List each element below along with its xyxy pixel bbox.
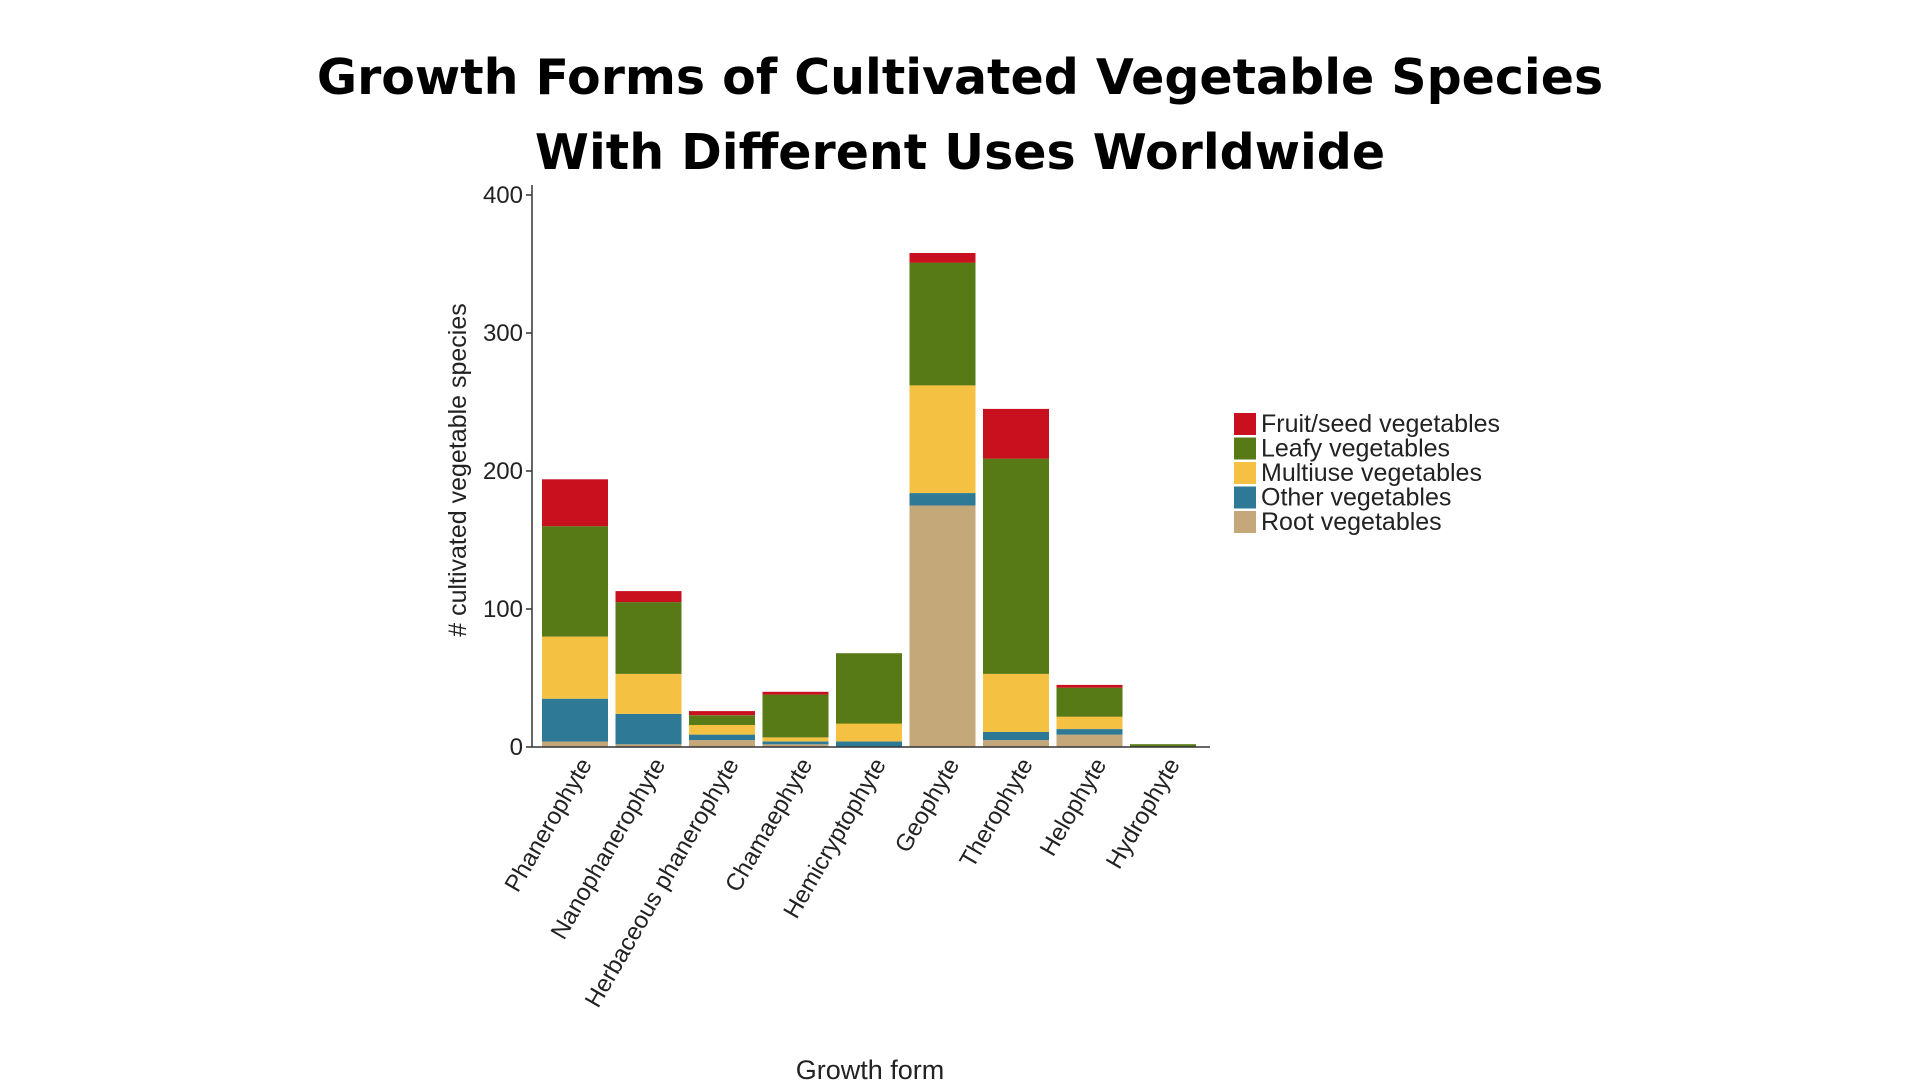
bars-layer	[542, 253, 1196, 747]
y-tick-labels: 0 100 200 300 400	[483, 182, 532, 761]
y-tick-label: 0	[510, 734, 523, 761]
bar-therophyte-fruit-seed-vegetables	[983, 408, 1049, 459]
legend-label-leafy-vegetables: Leafy vegetables	[1261, 435, 1450, 463]
bar-therophyte-other-vegetables	[983, 731, 1049, 741]
bar-therophyte-leafy-vegetables	[983, 458, 1049, 674]
bar-herbaceous-phanerophyte-other-vegetables	[689, 734, 755, 741]
bar-herbaceous-phanerophyte-multiuse-vegetables	[689, 724, 755, 735]
legend-swatch-root-vegetables	[1234, 511, 1256, 533]
bar-chamaephyte-other-vegetables	[762, 741, 829, 745]
legend-label-root-vegetables: Root vegetables	[1261, 508, 1442, 536]
bar-geophyte-fruit-seed-vegetables	[909, 253, 976, 263]
bar-nanophanerophyte-fruit-seed-vegetables	[615, 591, 682, 603]
legend-swatch-fruit-seed-vegetables	[1234, 413, 1256, 435]
bar-chamaephyte-multiuse-vegetables	[762, 737, 829, 742]
bar-chamaephyte-leafy-vegetables	[762, 694, 829, 738]
bar-therophyte-root-vegetables	[983, 740, 1049, 747]
bar-chamaephyte-root-vegetables	[762, 744, 829, 747]
bar-herbaceous-phanerophyte-root-vegetables	[689, 740, 755, 747]
bar-helophyte-leafy-vegetables	[1056, 687, 1123, 717]
legend-label-fruit-seed-vegetables: Fruit/seed vegetables	[1261, 410, 1500, 438]
bar-nanophanerophyte-multiuse-vegetables	[615, 673, 682, 714]
bar-hemicryptophyte-other-vegetables	[836, 741, 902, 747]
chart-title-line-2: With Different Uses Worldwide	[534, 124, 1386, 181]
bar-helophyte-other-vegetables	[1056, 729, 1123, 735]
bar-phanerophyte-multiuse-vegetables	[542, 636, 608, 699]
x-tick-label-therophyte: Therophyte	[955, 754, 1039, 873]
bar-nanophanerophyte-other-vegetables	[615, 713, 682, 745]
bar-hydrophyte-leafy-vegetables	[1130, 744, 1196, 747]
x-tick-label-geophyte: Geophyte	[890, 754, 965, 858]
bar-hemicryptophyte-multiuse-vegetables	[836, 723, 902, 742]
bar-therophyte-multiuse-vegetables	[983, 673, 1049, 732]
legend-swatch-leafy-vegetables	[1234, 437, 1256, 460]
legend-swatch-other-vegetables	[1234, 486, 1256, 509]
bar-geophyte-other-vegetables	[909, 493, 976, 506]
bar-phanerophyte-fruit-seed-vegetables	[542, 479, 608, 527]
bar-phanerophyte-other-vegetables	[542, 698, 608, 742]
bar-helophyte-multiuse-vegetables	[1056, 716, 1123, 729]
chart-title-line-1: Growth Forms of Cultivated Vegetable Spe…	[316, 49, 1604, 106]
bar-herbaceous-phanerophyte-fruit-seed-vegetables	[689, 711, 755, 716]
bar-herbaceous-phanerophyte-leafy-vegetables	[689, 715, 755, 725]
y-tick-label: 100	[483, 596, 523, 623]
bar-chamaephyte-fruit-seed-vegetables	[762, 691, 829, 695]
chart-title: Growth Forms of Cultivated Vegetable Spe…	[0, 40, 1920, 190]
bar-geophyte-root-vegetables	[909, 505, 976, 747]
legend-label-multiuse-vegetables: Multiuse vegetables	[1261, 459, 1482, 487]
y-axis-label: # cultivated vegetable species	[444, 303, 472, 637]
bar-geophyte-leafy-vegetables	[909, 262, 976, 386]
legend-swatch-multiuse-vegetables	[1234, 462, 1256, 484]
bar-phanerophyte-root-vegetables	[542, 741, 608, 747]
legend-label-other-vegetables: Other vegetables	[1261, 484, 1451, 512]
bar-helophyte-root-vegetables	[1056, 734, 1123, 747]
x-tick-label-hydrophyte: Hydrophyte	[1101, 754, 1186, 874]
bar-phanerophyte-leafy-vegetables	[542, 526, 608, 637]
bar-nanophanerophyte-leafy-vegetables	[615, 602, 682, 674]
bar-geophyte-multiuse-vegetables	[909, 385, 976, 493]
bar-hemicryptophyte-leafy-vegetables	[836, 653, 902, 724]
x-axis-label: Growth form	[796, 1055, 945, 1080]
y-tick-label: 400	[483, 182, 523, 209]
y-tick-label: 300	[483, 320, 523, 347]
bar-helophyte-fruit-seed-vegetables	[1056, 684, 1123, 688]
x-tick-label-helophyte: Helophyte	[1035, 754, 1112, 861]
bar-nanophanerophyte-root-vegetables	[615, 744, 682, 747]
y-tick-label: 200	[483, 458, 523, 485]
